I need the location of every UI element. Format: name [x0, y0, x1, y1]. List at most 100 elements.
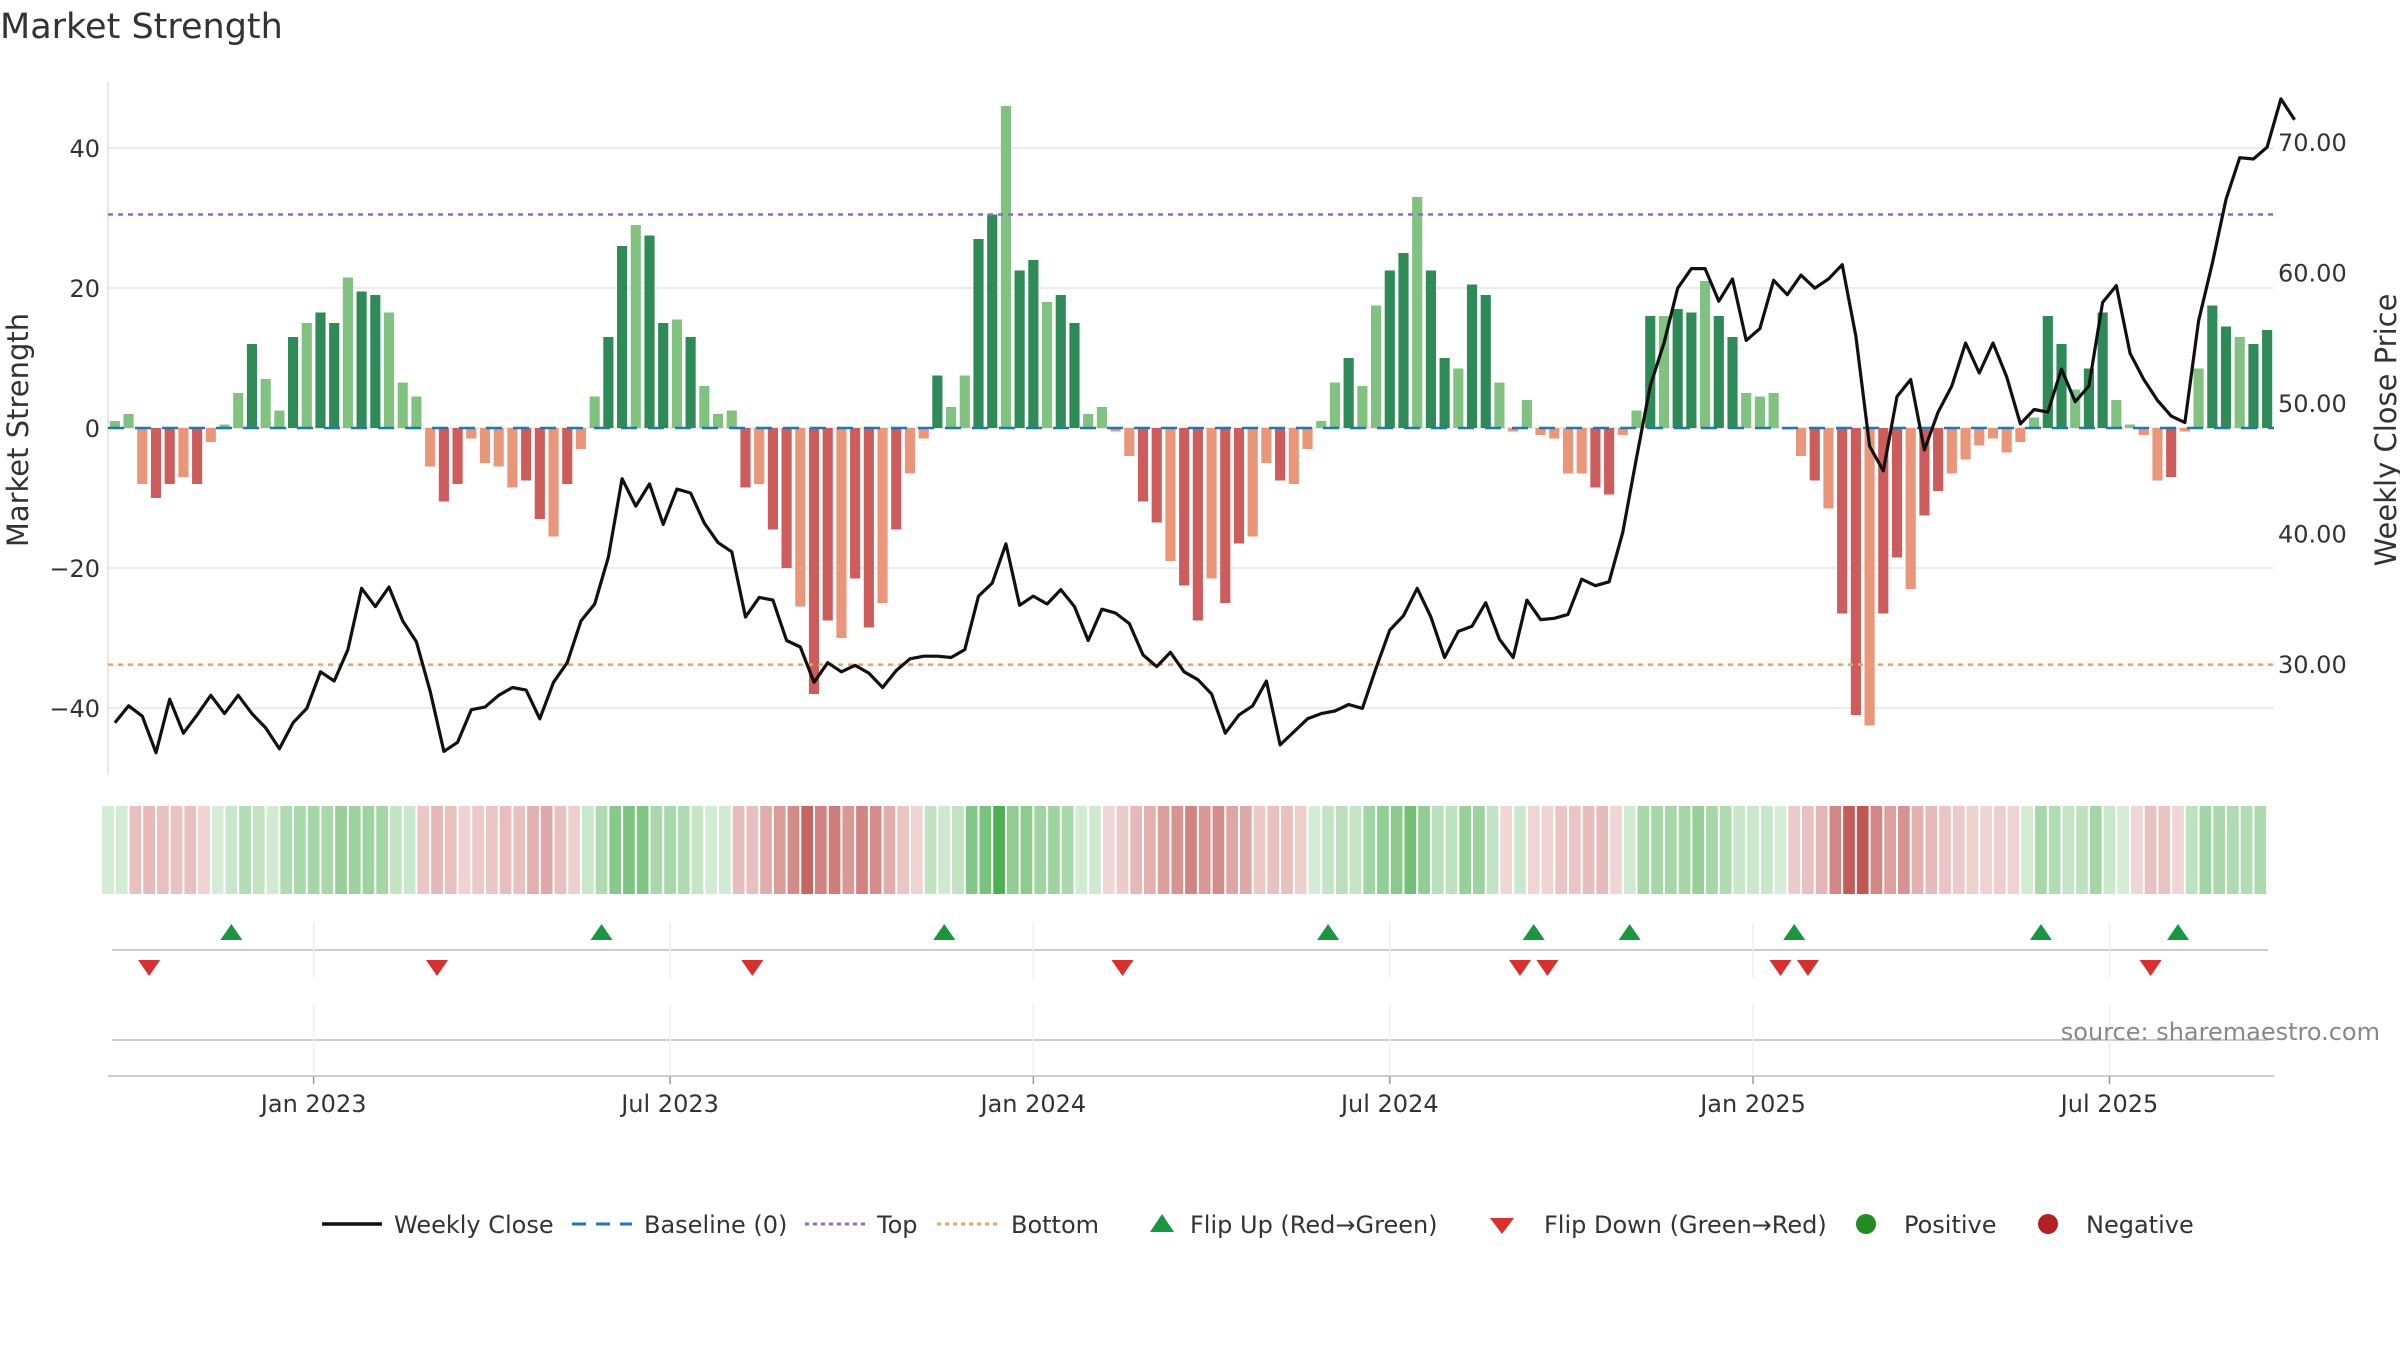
reference-lines	[108, 213, 2274, 666]
date-tick-label: Jul 2024	[1339, 1090, 1439, 1118]
strength-bar	[1713, 316, 1724, 428]
heat-cell	[1349, 806, 1362, 894]
strength-bar	[1357, 386, 1368, 428]
strength-bar	[904, 428, 916, 474]
heat-cell	[1473, 806, 1485, 894]
heat-cell	[1116, 806, 1129, 894]
legend: Weekly Close Baseline (0) Top Bottom Flip Up…	[322, 1211, 2194, 1239]
heat-cell	[1048, 806, 1060, 894]
strength-bar	[329, 323, 340, 428]
strength-bar	[671, 319, 682, 428]
strength-bar	[1069, 323, 1080, 428]
heat-cell	[143, 806, 155, 894]
flip-up-marker	[220, 924, 243, 940]
strength-bar	[1576, 428, 1587, 474]
date-tick-label: Jan 2024	[978, 1090, 1086, 1118]
strength-bar	[1014, 270, 1025, 428]
heat-cell	[1075, 806, 1088, 894]
legend-flip-down-icon	[1490, 1218, 1514, 1234]
strength-bar	[1864, 428, 1875, 726]
heat-cell	[705, 806, 718, 894]
right-axis-label: Weekly Close Price	[2369, 294, 2400, 567]
strength-bar	[973, 239, 984, 428]
strength-bar	[808, 428, 820, 694]
heat-cell	[1843, 806, 1855, 894]
heat-cell	[472, 806, 484, 894]
heat-cell	[390, 806, 402, 894]
heat-cell	[485, 806, 498, 894]
legend-label: Positive	[1904, 1211, 1997, 1239]
heat-cell	[1157, 806, 1170, 894]
heat-cell	[760, 806, 772, 894]
strength-bar	[1549, 428, 1560, 439]
strength-bar	[301, 323, 312, 428]
strength-bar	[507, 428, 518, 488]
strength-bar	[836, 428, 847, 638]
strength-bar	[1343, 358, 1354, 428]
heat-cell	[1568, 806, 1581, 894]
heat-cell	[129, 806, 142, 894]
heat-cell	[499, 806, 512, 894]
strength-bar	[192, 428, 203, 484]
heat-cell	[554, 806, 567, 894]
strength-bar	[452, 428, 463, 484]
strength-bar	[425, 428, 436, 467]
heat-cell	[280, 806, 293, 894]
strength-bar	[1233, 428, 1245, 544]
strength-bar	[2124, 424, 2136, 428]
heat-cell	[1555, 806, 1567, 894]
strength-bar	[534, 428, 545, 519]
strength-bar	[1412, 197, 1423, 428]
heat-cell	[2007, 806, 2020, 894]
flip-down-marker	[741, 960, 764, 976]
heat-cell	[1239, 806, 1252, 894]
heat-cell	[1774, 806, 1787, 894]
strength-bar	[1466, 284, 1478, 428]
strength-bar	[918, 428, 929, 439]
flip-down-marker	[2139, 960, 2162, 976]
heat-cell	[1390, 806, 1403, 894]
heat-cell	[170, 806, 183, 894]
strength-bar	[1083, 414, 1094, 428]
strength-bar	[1631, 410, 1642, 428]
strength-bar	[1096, 407, 1107, 428]
flip-up-marker	[1618, 924, 1641, 940]
strength-bar	[1247, 428, 1258, 537]
strength-bar	[781, 428, 792, 568]
heat-cell	[2240, 806, 2253, 894]
strength-bar	[1316, 421, 1327, 428]
heat-cell	[965, 806, 978, 894]
right-tick-label: 50.00	[2278, 390, 2347, 418]
strength-bar	[233, 393, 244, 428]
heat-cell	[719, 806, 731, 894]
heat-cell	[581, 806, 594, 894]
strength-bar	[754, 428, 765, 484]
heat-cell	[403, 806, 416, 894]
strength-bar	[795, 428, 806, 607]
heat-cell	[513, 806, 526, 894]
strength-bar	[589, 396, 600, 428]
heat-cell	[156, 806, 169, 894]
strength-bar	[1823, 428, 1834, 509]
strength-bar	[1179, 428, 1190, 586]
legend-label: Flip Down (Green→Red)	[1544, 1211, 1827, 1239]
left-tick-label: −20	[49, 555, 100, 583]
heat-cell	[2076, 806, 2088, 894]
heat-cell	[1815, 806, 1828, 894]
flip-down-marker	[1796, 960, 1819, 976]
heat-cell	[1322, 806, 1334, 894]
strength-bar	[370, 295, 381, 428]
heat-cell	[1870, 806, 1883, 894]
heat-cell	[211, 806, 224, 894]
strength-bar	[1384, 270, 1395, 428]
strength-bar	[1960, 428, 1971, 460]
heat-cell	[609, 806, 622, 894]
strength-bar	[1974, 428, 1985, 446]
flip-down-marker	[1111, 960, 1134, 976]
heat-cell	[102, 806, 114, 894]
strength-bar	[1439, 358, 1450, 428]
legend-label: Top	[876, 1211, 918, 1239]
heat-cell	[623, 806, 635, 894]
strength-bar	[1055, 295, 1066, 428]
strength-bar	[699, 386, 710, 428]
